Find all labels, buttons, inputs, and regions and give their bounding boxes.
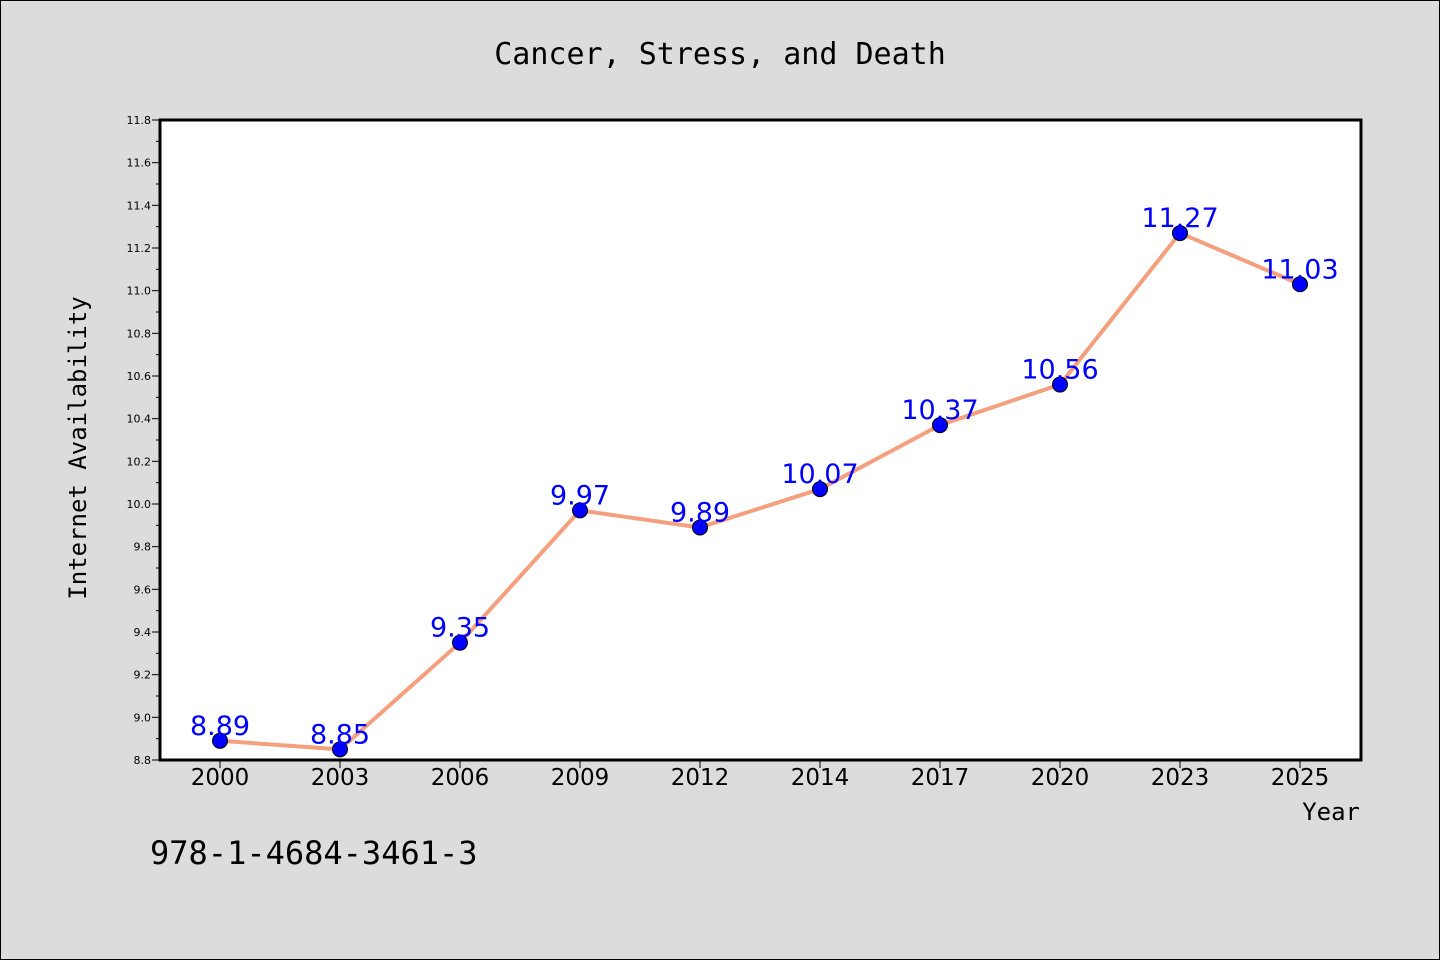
data-point — [1052, 376, 1068, 393]
data-point — [932, 417, 948, 434]
data-point — [212, 732, 228, 749]
y-tick-label: 8.8 — [134, 754, 152, 767]
y-tick-label: 9.0 — [134, 711, 152, 724]
y-tick-label: 10.2 — [127, 455, 152, 468]
x-tick-label: 2012 — [671, 765, 730, 791]
y-tick-label: 10.6 — [127, 370, 152, 383]
x-tick-label: 2003 — [311, 765, 370, 791]
y-tick-label: 11.0 — [127, 285, 152, 298]
data-label: 9.89 — [670, 497, 730, 528]
y-tick-label: 10.8 — [127, 327, 152, 340]
x-tick-label: 2023 — [1151, 765, 1210, 791]
data-label: 9.35 — [430, 613, 490, 644]
isbn-caption: 978-1-4684-3461-3 — [150, 834, 478, 872]
x-axis: 2000 2003 2006 2009 2012 2014 2017 2020 2023 2025 — [191, 760, 1330, 791]
data-point — [1172, 225, 1188, 242]
y-tick-label: 11.8 — [127, 114, 152, 127]
y-tick-label: 9.2 — [134, 669, 152, 682]
data-label: 8.85 — [310, 719, 370, 750]
data-point — [452, 634, 468, 651]
x-tick-label: 2017 — [911, 765, 970, 791]
data-label: 10.37 — [901, 395, 978, 426]
data-point — [332, 741, 348, 758]
y-tick-label: 11.2 — [127, 242, 152, 255]
x-tick-label: 2014 — [791, 765, 850, 791]
x-axis-label: Year — [1302, 798, 1360, 826]
y-tick-label: 9.4 — [134, 626, 152, 639]
x-tick-label: 2000 — [191, 765, 250, 791]
x-tick-label: 2020 — [1031, 765, 1090, 791]
data-label: 10.07 — [781, 459, 858, 490]
data-label: 8.89 — [190, 711, 250, 742]
data-point — [812, 481, 828, 498]
y-tick-label: 10.4 — [127, 413, 152, 426]
series-line — [218, 231, 1302, 752]
y-tick-label: 9.8 — [134, 541, 152, 554]
data-label: 11.03 — [1261, 254, 1338, 285]
data-label: 10.56 — [1021, 355, 1098, 386]
data-point — [572, 502, 588, 519]
data-label: 11.27 — [1141, 203, 1218, 234]
data-point — [1292, 276, 1308, 293]
series: 8.89 8.85 9.35 9.97 9.89 10.07 10.37 10.56 11.27… — [190, 203, 1339, 758]
data-label: 9.97 — [550, 480, 610, 511]
y-tick-label: 11.4 — [127, 199, 152, 212]
x-tick-label: 2025 — [1271, 765, 1330, 791]
y-tick-label: 9.6 — [134, 583, 152, 596]
y-tick-label: 11.6 — [127, 157, 152, 170]
y-axis-label: Internet Availability — [64, 296, 92, 599]
y-axis: 8.8 9.0 9.2 9.4 9.6 9.8 10.0 10.2 10.4 10.6 10.8 11… — [127, 114, 160, 767]
chart-title: Cancer, Stress, and Death — [494, 37, 946, 72]
x-tick-label: 2006 — [431, 765, 490, 791]
data-point — [692, 519, 708, 536]
x-tick-label: 2009 — [551, 765, 610, 791]
y-tick-label: 10.0 — [127, 498, 152, 511]
plot-area — [158, 118, 1363, 762]
